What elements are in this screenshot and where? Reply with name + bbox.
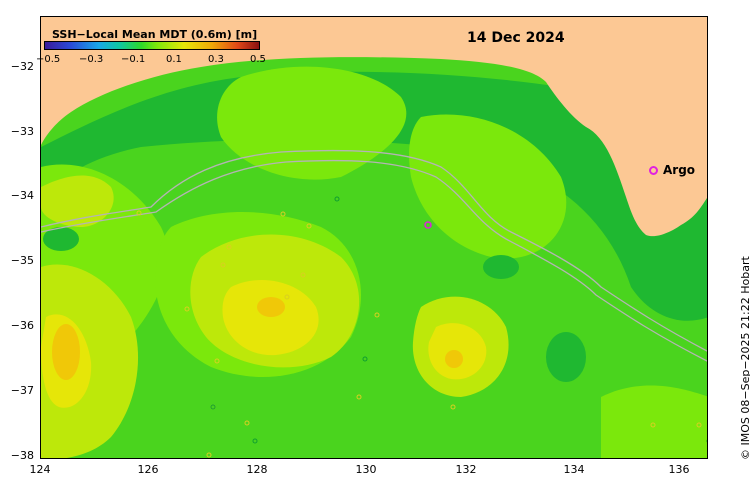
- date-label: 14 Dec 2024: [467, 30, 565, 46]
- argo-float: [424, 221, 432, 229]
- patch-dark-2: [483, 255, 519, 279]
- patch-dark-1: [43, 227, 79, 251]
- y-tick: −38: [10, 449, 34, 462]
- shelf-contour-1: [41, 149, 707, 352]
- patch-y-2: [222, 279, 319, 356]
- x-tick: 128: [246, 463, 268, 476]
- colorbar-label: −0.1: [121, 54, 146, 65]
- y-tick: −37: [10, 384, 34, 397]
- colorbar-title: SSH−Local Mean MDT (0.6m) [m]: [52, 28, 258, 41]
- shelf-contour-2: [41, 159, 707, 362]
- colorbar-label: −0.5: [36, 54, 61, 65]
- y-tick: −32: [10, 60, 34, 73]
- ssh-field: [41, 17, 707, 458]
- colorbar: [44, 41, 260, 50]
- argo-legend-label: Argo: [663, 163, 696, 177]
- max-west: [52, 324, 80, 380]
- colorbar-label: 0.5: [250, 54, 266, 65]
- patch-dark-3: [546, 332, 586, 382]
- colorbar-label: 0.1: [166, 54, 182, 65]
- x-tick: 126: [137, 463, 159, 476]
- credit-label: © IMOS 08−Sep−2025 21:22 Hobart: [739, 256, 750, 460]
- x-tick: 124: [29, 463, 51, 476]
- y-tick: −35: [10, 254, 34, 267]
- x-tick: 132: [455, 463, 477, 476]
- max-central: [257, 297, 285, 317]
- x-tick: 136: [668, 463, 690, 476]
- x-tick: 134: [563, 463, 585, 476]
- land-australia: [41, 17, 707, 237]
- patch-light-2: [409, 114, 567, 259]
- colorbar-label: −0.3: [79, 54, 104, 65]
- x-tick: 130: [355, 463, 377, 476]
- max-east: [445, 350, 463, 368]
- colorbar-label: 0.3: [208, 54, 224, 65]
- y-tick: −33: [10, 125, 34, 138]
- patch-light-5: [601, 385, 707, 458]
- map-area[interactable]: [40, 16, 708, 459]
- obs-dots-green: [210, 196, 707, 444]
- coastal-band: [41, 71, 707, 321]
- y-tick: −36: [10, 319, 34, 332]
- patch-yg-1: [41, 175, 114, 227]
- argo-legend-icon: [649, 166, 658, 175]
- y-tick: −34: [10, 189, 34, 202]
